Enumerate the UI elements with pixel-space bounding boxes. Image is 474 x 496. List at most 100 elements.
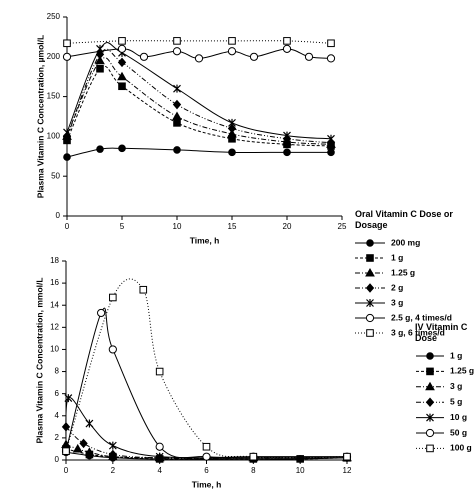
marker — [79, 438, 88, 449]
marker — [304, 52, 314, 61]
data-line — [66, 48, 332, 59]
legend-label: 10 g — [450, 412, 467, 422]
legend-title: Oral Vitamin C Dose or Dosage — [355, 209, 453, 230]
marker — [202, 442, 211, 451]
y-tick-label: 100 — [47, 132, 61, 141]
marker — [62, 52, 72, 61]
y-tick-label: 2 — [55, 433, 60, 442]
y-tick-label: 16 — [50, 278, 59, 287]
marker — [228, 118, 236, 127]
y-tick-label: 200 — [47, 52, 61, 61]
marker — [227, 129, 237, 138]
legend-marker — [425, 381, 435, 391]
marker — [327, 148, 335, 157]
legend-marker — [425, 428, 435, 438]
legend-label: 3 g, 6 times/d — [391, 327, 445, 337]
legend-label: 1.25 g — [391, 267, 415, 277]
x-tick-label: 10 — [296, 466, 305, 475]
legend-marker — [426, 444, 434, 453]
x-tick-label: 8 — [251, 466, 256, 475]
legend-marker — [366, 299, 374, 307]
legend-marker — [365, 267, 375, 277]
marker — [155, 442, 164, 451]
marker — [282, 44, 292, 53]
marker — [296, 455, 304, 463]
marker — [228, 148, 236, 157]
marker — [117, 44, 127, 53]
marker — [64, 394, 73, 403]
data-line — [66, 65, 332, 147]
data-line — [65, 307, 347, 459]
legend-label: 1.25 g — [450, 366, 474, 376]
x-tick-label: 15 — [228, 222, 237, 231]
legend-label: 1 g — [391, 252, 403, 262]
marker — [118, 144, 126, 153]
legend-label: 100 g — [450, 443, 472, 453]
marker — [139, 52, 149, 61]
x-tick-label: 0 — [64, 466, 69, 475]
marker — [155, 452, 164, 461]
data-line — [66, 48, 332, 144]
legend-label: 50 g — [450, 427, 467, 437]
legend-marker — [365, 283, 375, 293]
legend-label: 2 g — [391, 282, 403, 292]
legend-label: 5 g — [450, 396, 462, 406]
x-tick-label: 2 — [111, 466, 116, 475]
legend-title-box: IV Vitamin C Dose — [415, 322, 468, 343]
x-tick-label: 6 — [204, 466, 209, 475]
marker — [343, 452, 351, 461]
marker — [249, 52, 259, 61]
plot: 0 50 100 150 200 250 0 5 10 15 20 25 Time, h Plasma V… — [35, 12, 453, 337]
marker — [173, 146, 181, 154]
legend-marker — [366, 254, 374, 262]
marker — [96, 64, 104, 73]
y-tick-label: 8 — [55, 367, 60, 376]
legend-label: 2.5 g, 4 times/d — [391, 312, 452, 322]
marker — [228, 37, 236, 45]
legend-marker — [366, 329, 374, 337]
plot: 0 2 4 6 8 10 12 14 16 18 0 2 4 6 8 10 12 Time, h Plasma Vi… — [34, 256, 474, 489]
marker — [326, 54, 336, 63]
legend-marker — [425, 397, 435, 407]
marker — [117, 57, 127, 68]
legend-marker — [426, 352, 434, 360]
y-tick-label: 250 — [47, 12, 61, 21]
marker — [202, 452, 211, 461]
x-tick-label: 12 — [343, 466, 352, 475]
y-tick-label: 150 — [47, 92, 61, 101]
marker — [139, 285, 148, 294]
x-tick-label: 4 — [157, 466, 162, 475]
data-line — [66, 147, 331, 158]
marker — [173, 84, 181, 93]
marker — [118, 82, 126, 91]
marker — [117, 71, 127, 81]
marker — [108, 345, 117, 354]
marker — [96, 145, 104, 153]
x-axis-label: Time, h — [190, 235, 220, 245]
marker — [109, 293, 117, 302]
x-tick-label: 0 — [65, 222, 70, 231]
y-tick-label: 0 — [55, 455, 60, 464]
x-tick-label: 25 — [338, 222, 347, 231]
marker — [227, 47, 237, 56]
marker — [249, 452, 258, 461]
legend-title: IV Vitamin C Dose — [415, 322, 468, 343]
marker — [63, 39, 71, 48]
marker — [283, 131, 291, 140]
marker — [108, 441, 117, 450]
marker — [63, 153, 71, 161]
legend-label: 3 g — [450, 381, 462, 391]
marker — [172, 47, 182, 56]
y-tick-label: 10 — [50, 345, 59, 354]
marker — [118, 37, 126, 45]
y-tick-label: 18 — [50, 256, 59, 265]
marker — [63, 128, 71, 137]
x-tick-label: 10 — [173, 222, 182, 231]
marker — [172, 99, 182, 110]
marker — [72, 443, 83, 453]
legend-marker — [426, 413, 434, 422]
marker — [173, 119, 181, 127]
x-tick-label: 5 — [120, 222, 125, 231]
marker — [155, 367, 164, 376]
